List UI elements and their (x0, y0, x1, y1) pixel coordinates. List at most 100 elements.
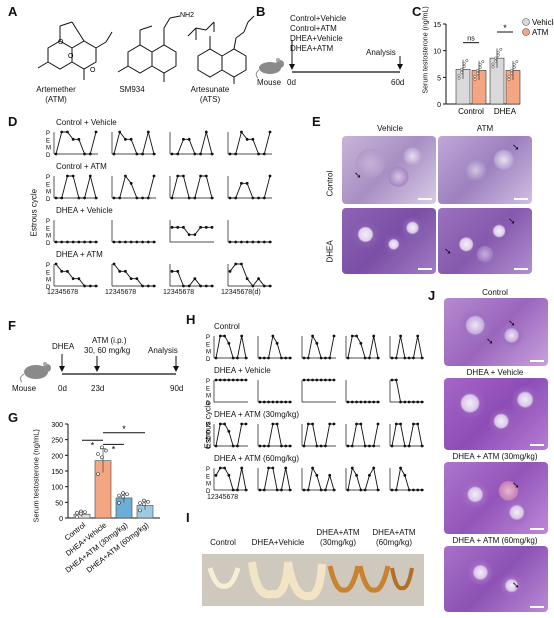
estrous-point (234, 262, 238, 266)
estrous-point (176, 174, 180, 178)
estrous-point (218, 378, 222, 382)
estrous-point (141, 284, 144, 288)
i-label-atm60: DHEA+ATM (60mg/kg) (372, 528, 416, 547)
stage-label-d: D (46, 197, 51, 203)
estrous-point (54, 240, 58, 244)
d-days-2: 12345678 (105, 289, 137, 296)
estrous-point (420, 488, 424, 492)
estrous-point (214, 356, 218, 360)
c-ytick-label-3: 15 (433, 22, 441, 29)
estrous-point (355, 473, 358, 477)
stage-label-e: E (206, 430, 210, 436)
estrous-point (306, 488, 310, 492)
estrous-point (236, 444, 239, 448)
g-ytick-label-1: 50 (55, 500, 63, 507)
c-datapoint (473, 77, 477, 81)
estrous-point (83, 196, 86, 200)
estrous-point (328, 356, 332, 360)
estrous-point (228, 269, 232, 273)
estrous-point (262, 196, 266, 200)
d-group-title-1: Control + Vehicle (56, 118, 117, 127)
stage-label-e: E (206, 386, 210, 392)
estrous-point (193, 152, 197, 156)
estrous-point (258, 356, 262, 360)
g-datapoint (96, 452, 100, 456)
g-datapoint (121, 494, 125, 499)
estrous-point (152, 284, 156, 288)
estrous-point (372, 444, 376, 448)
estrous-point (251, 284, 255, 288)
estrous-point (275, 341, 279, 345)
estrous-point (350, 400, 354, 404)
estrous-point (193, 233, 197, 237)
estrous-point (204, 130, 208, 134)
estrous-point (240, 240, 243, 244)
estrous-point (302, 378, 306, 382)
estrous-point (170, 225, 174, 229)
g-datapoint (100, 455, 104, 460)
estrous-point (324, 488, 327, 492)
estrous-point (118, 196, 122, 200)
estrous-point (315, 473, 319, 477)
estrous-point (193, 196, 197, 200)
c-datapoint (496, 50, 500, 54)
estrous-point (271, 466, 275, 470)
g-datapoint (83, 510, 87, 514)
estrous-point (77, 196, 81, 200)
estrous-point (275, 400, 279, 404)
stage-label-d: D (206, 445, 211, 451)
stage-label-p: P (206, 335, 210, 341)
estrous-point (328, 378, 332, 382)
estrous-point (227, 429, 231, 433)
estrous-point (199, 152, 202, 156)
estrous-point (187, 284, 191, 288)
estrous-trace (55, 131, 97, 155)
g-datapoint (79, 511, 83, 516)
estrous-point (412, 488, 415, 492)
uterus-photo (202, 554, 424, 606)
stage-label-m: M (46, 234, 51, 240)
estrous-point (416, 400, 420, 404)
estrous-point (83, 240, 86, 244)
d-group-title-2: Control + ATM (56, 162, 107, 171)
estrous-point (54, 152, 58, 156)
estrous-point (182, 225, 185, 229)
estrous-point (262, 240, 266, 244)
g-datapoint (125, 492, 129, 497)
compound-name-1: Artemether (36, 85, 76, 94)
estrous-point (284, 400, 288, 404)
c-datapoint (494, 56, 498, 60)
histology-j-atm60 (444, 546, 548, 612)
estrous-point (319, 488, 323, 492)
estrous-point (234, 152, 238, 156)
c-legend-swatch-1 (522, 28, 530, 36)
estrous-trace (304, 334, 335, 359)
estrous-point (268, 240, 272, 244)
c-legend-swatch-0 (522, 18, 530, 26)
stage-label-e: E (46, 182, 50, 188)
c-datapoint (460, 70, 464, 74)
end-day-b: 60d (391, 78, 405, 87)
panel-label-b: B (256, 4, 266, 19)
estrous-point (187, 196, 191, 200)
timeline-b (255, 40, 403, 79)
estrous-trace (113, 263, 154, 287)
estrous-point (403, 473, 407, 477)
estrous-point (363, 400, 367, 404)
estrous-point (54, 196, 58, 200)
estrous-point (268, 174, 272, 178)
estrous-point (112, 152, 116, 156)
estrous-point (363, 444, 367, 448)
estrous-point (135, 152, 139, 156)
estrous-trace (304, 466, 335, 491)
estrous-point (390, 356, 394, 360)
estrous-point (420, 400, 424, 404)
estrous-point (244, 488, 248, 492)
f-day-90: 90d (170, 384, 184, 393)
estrous-point (234, 196, 238, 200)
h-days: 12345678 (207, 494, 239, 501)
e-row-dhea: DHEA (325, 240, 335, 263)
estrous-point (284, 466, 288, 470)
stage-label-m: M (206, 482, 211, 488)
